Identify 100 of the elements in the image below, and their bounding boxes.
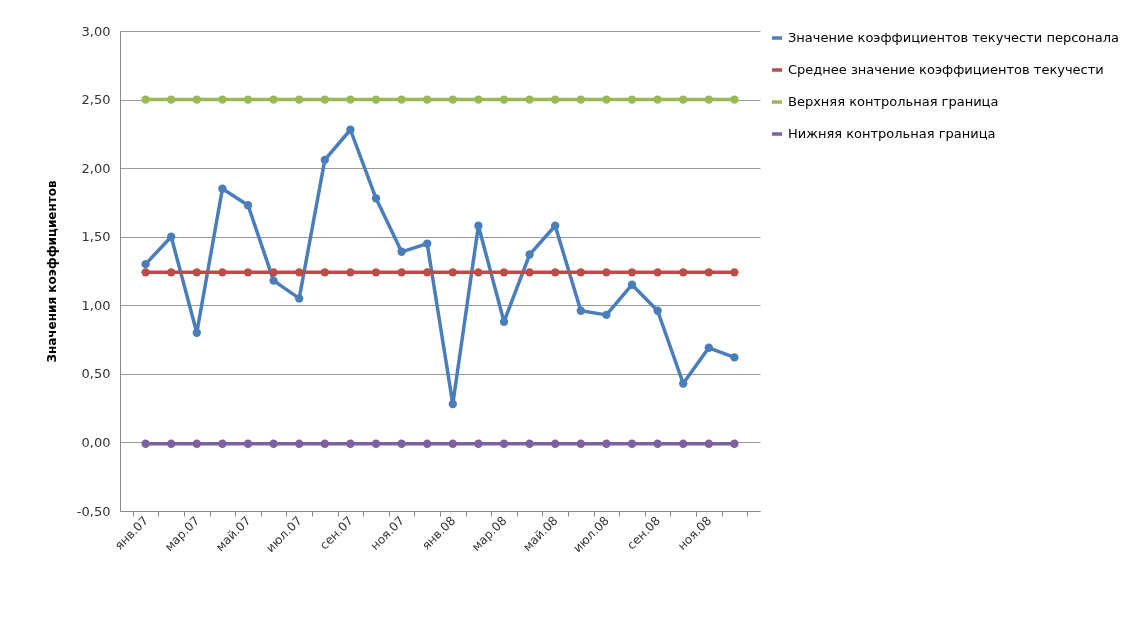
y-tick-label: 1,50 [81, 229, 111, 245]
point [346, 439, 355, 448]
point [141, 439, 150, 448]
point [474, 439, 483, 448]
point [602, 439, 611, 448]
point [576, 95, 585, 104]
point [192, 328, 201, 337]
y-tick-label: 0,00 [81, 434, 111, 450]
y-tick-label: 3,00 [81, 23, 111, 39]
y-axis-title: Значения коэффициентов [44, 180, 59, 363]
point [218, 184, 227, 193]
point [627, 280, 637, 289]
point [551, 268, 560, 277]
point [397, 439, 406, 448]
point [423, 439, 432, 448]
point [525, 95, 534, 104]
point [627, 439, 637, 448]
point [448, 399, 457, 409]
point [576, 439, 585, 448]
point [371, 439, 381, 448]
point [295, 439, 304, 448]
point [269, 276, 278, 285]
point [653, 95, 662, 104]
point [192, 268, 201, 277]
point [346, 95, 355, 104]
point [679, 268, 688, 277]
point [320, 439, 329, 448]
point [704, 95, 713, 104]
point [192, 439, 201, 448]
point [141, 95, 150, 104]
point [474, 268, 483, 277]
y-tick-label: -0,50 [76, 503, 111, 519]
legend-label: Значение коэффициентов текучести персонала [788, 30, 1119, 45]
point [730, 439, 739, 448]
point [192, 95, 201, 104]
point [295, 268, 304, 277]
point [679, 379, 688, 388]
point [423, 95, 432, 104]
point [295, 294, 304, 303]
point [551, 221, 560, 230]
point [602, 310, 611, 320]
point [576, 268, 585, 277]
y-tick-label: 0,50 [81, 366, 111, 382]
point [218, 268, 227, 277]
point [320, 95, 329, 104]
point [448, 268, 457, 277]
point [474, 221, 483, 230]
point [243, 201, 253, 210]
point [141, 259, 150, 269]
point [269, 95, 278, 104]
point [679, 439, 688, 448]
point [371, 95, 381, 104]
point [346, 268, 355, 277]
point [141, 268, 150, 277]
point [346, 125, 355, 134]
point [167, 439, 176, 448]
point [704, 268, 713, 277]
point [371, 268, 381, 277]
point [730, 95, 739, 104]
point [627, 268, 637, 277]
point [269, 439, 278, 448]
point [371, 194, 381, 203]
y-tick-label: 1,00 [81, 297, 111, 313]
point [525, 268, 534, 277]
point [627, 95, 637, 104]
point [551, 95, 560, 104]
legend-label: Среднее значение коэффициентов текучести [788, 62, 1104, 77]
point [730, 268, 739, 277]
y-tick-label: 2,00 [81, 160, 111, 176]
point [218, 95, 227, 104]
point [320, 268, 329, 277]
point [602, 95, 611, 104]
point [602, 268, 611, 277]
point [653, 306, 662, 315]
point [448, 439, 457, 448]
point [499, 95, 509, 104]
point [499, 268, 509, 277]
point [397, 247, 406, 256]
point [423, 239, 432, 248]
point [525, 250, 534, 259]
point [397, 95, 406, 104]
point [474, 95, 483, 104]
point [525, 439, 534, 448]
point [397, 268, 406, 277]
point [167, 232, 176, 241]
point [653, 268, 662, 277]
point [448, 95, 457, 104]
legend-label: Верхняя контрольная граница [788, 94, 999, 109]
point [320, 155, 329, 165]
point [730, 353, 739, 362]
point [704, 343, 713, 352]
point [499, 439, 509, 448]
point [576, 306, 585, 315]
point [243, 268, 253, 277]
point [551, 439, 560, 448]
point [243, 95, 253, 104]
point [704, 439, 713, 448]
y-tick-label: 2,50 [81, 92, 111, 108]
point [653, 439, 662, 448]
point [167, 95, 176, 104]
